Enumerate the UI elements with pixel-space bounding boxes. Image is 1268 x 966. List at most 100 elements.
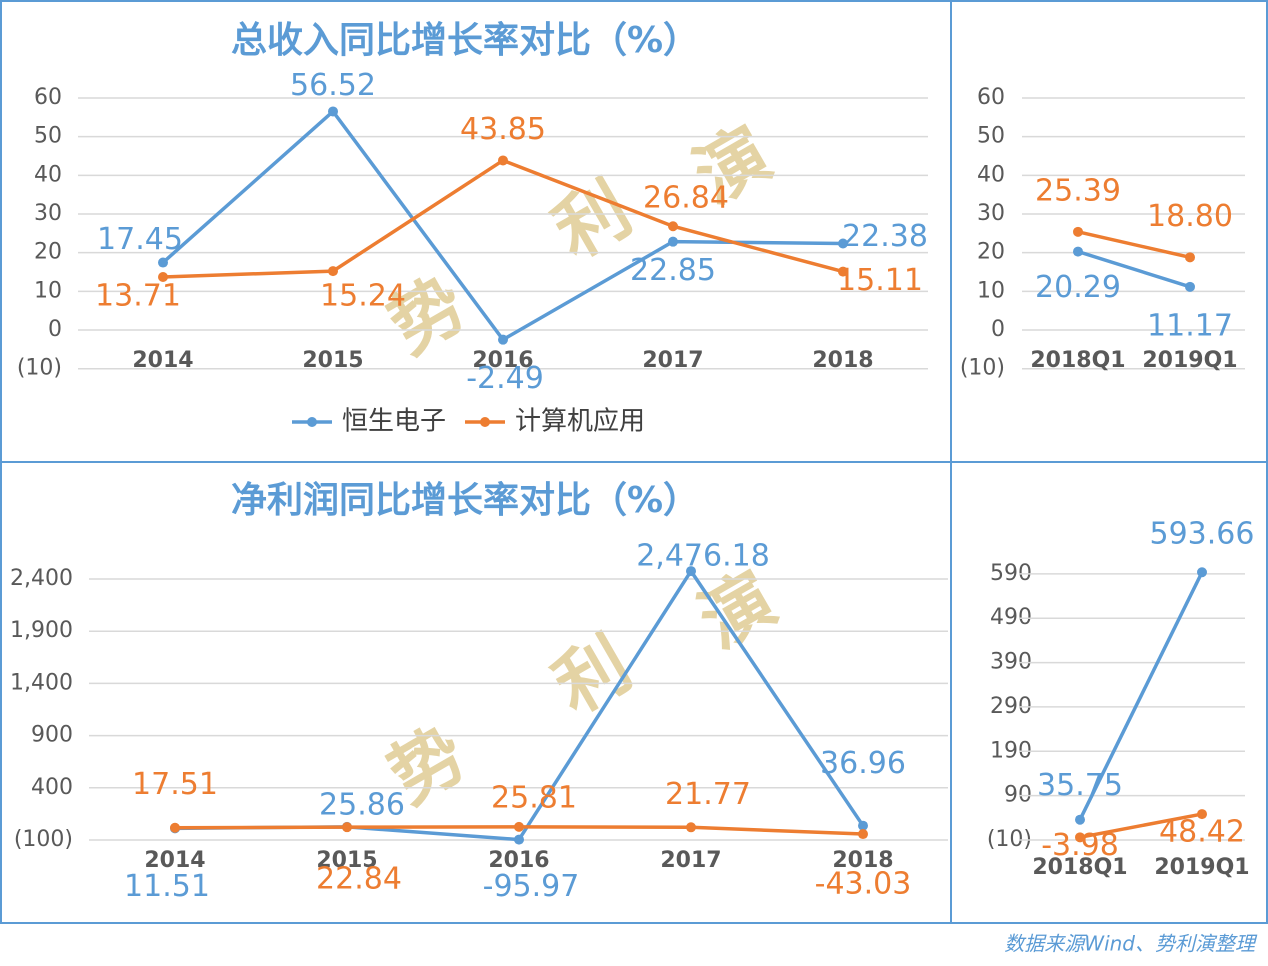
data-point <box>1185 281 1195 292</box>
data-point <box>668 221 678 232</box>
data-point <box>158 272 168 283</box>
data-point <box>1075 832 1085 843</box>
y-tick-label: 30 <box>34 201 62 226</box>
value-label: 35.75 <box>1037 768 1123 803</box>
value-label: 43.85 <box>460 112 546 147</box>
series-line <box>1079 812 1203 840</box>
x-tick-label: 2019Q1 <box>1154 855 1249 880</box>
x-tick-label: 2018Q1 <box>1032 855 1127 880</box>
data-point <box>328 266 338 277</box>
value-label: 18.80 <box>1147 199 1233 234</box>
y-tick-label: (100) <box>14 827 73 852</box>
x-tick-label: 2017 <box>660 848 721 873</box>
legend-label: 计算机应用 <box>515 407 645 437</box>
value-label: 22.84 <box>316 862 402 897</box>
data-point <box>838 266 848 277</box>
value-label: 15.11 <box>837 263 923 298</box>
value-label: 36.96 <box>820 746 906 781</box>
y-tick-label: 400 <box>31 775 73 800</box>
watermark: 利 <box>540 621 644 730</box>
y-tick-label: 40 <box>977 162 1005 187</box>
value-label: 20.29 <box>1035 270 1121 305</box>
legend-label: 恒生电子 <box>342 407 446 437</box>
data-point <box>686 822 696 833</box>
data-point <box>1185 252 1195 263</box>
value-label: 17.51 <box>132 767 218 802</box>
y-tick-label: 2,400 <box>10 566 73 591</box>
value-label: 25.86 <box>319 787 405 822</box>
y-tick-label: 50 <box>977 124 1005 149</box>
value-label: -2.49 <box>466 361 544 396</box>
value-label: 26.84 <box>643 181 729 216</box>
x-tick-label: 2014 <box>132 348 193 373</box>
y-tick-label: 10 <box>34 278 62 303</box>
data-point <box>514 834 524 845</box>
value-label: 22.85 <box>630 253 716 288</box>
y-tick-label: 60 <box>34 85 62 110</box>
y-tick-label: 20 <box>34 240 62 265</box>
value-label: 25.81 <box>491 780 577 815</box>
data-point <box>328 106 338 117</box>
y-tick-label: 0 <box>991 317 1005 342</box>
source: 数据来源Wind、势利演整理 <box>1004 932 1258 956</box>
y-tick-label: 20 <box>977 240 1005 265</box>
value-label: 2,476.18 <box>636 539 770 574</box>
legend-marker <box>307 417 317 427</box>
y-tick-label: 1,900 <box>10 618 73 643</box>
data-point <box>1073 226 1083 237</box>
y-tick-label: 50 <box>34 124 62 149</box>
value-label: 11.17 <box>1147 308 1233 343</box>
series-line <box>1078 571 1204 821</box>
y-tick-label: 60 <box>977 85 1005 110</box>
value-label: 17.45 <box>97 222 183 257</box>
data-point <box>158 257 168 268</box>
data-point <box>498 334 508 345</box>
value-label: 21.77 <box>665 777 751 812</box>
y-tick-label: 40 <box>34 162 62 187</box>
value-label: 25.39 <box>1035 173 1121 208</box>
data-point <box>858 820 868 831</box>
data-point <box>1197 567 1207 578</box>
value-label: 13.71 <box>95 279 181 314</box>
y-tick-label: 30 <box>977 201 1005 226</box>
data-point <box>342 822 352 833</box>
data-point <box>1197 809 1207 820</box>
legend-marker <box>480 417 490 427</box>
x-tick-label: 2018 <box>812 348 873 373</box>
data-point <box>514 821 524 832</box>
x-tick-label: 2016 <box>488 848 549 873</box>
watermark: 势 <box>375 261 479 370</box>
x-tick-label: 2015 <box>302 348 363 373</box>
y-tick-label: 900 <box>31 723 73 748</box>
x-tick-label: 2016 <box>472 348 533 373</box>
x-tick-label: 2018 <box>832 848 893 873</box>
x-tick-label: 2019Q1 <box>1142 348 1237 373</box>
y-tick-label: 1,400 <box>10 670 73 695</box>
value-label: 22.38 <box>842 219 928 254</box>
y-tick-label: 0 <box>48 317 62 342</box>
chart-title: 净利润同比增长率对比（%） <box>231 480 699 521</box>
value-label: -3.98 <box>1041 828 1119 863</box>
y-tick-label: 10 <box>977 278 1005 303</box>
value-label: 48.42 <box>1159 815 1245 850</box>
data-point <box>170 822 180 833</box>
series-line <box>1077 249 1191 289</box>
value-label: 11.51 <box>124 869 210 904</box>
data-point <box>1075 814 1085 825</box>
value-label: -43.03 <box>815 867 912 902</box>
series-line <box>1077 230 1191 260</box>
data-point <box>838 238 848 249</box>
x-tick-label: 2015 <box>316 848 377 873</box>
value-label: 56.52 <box>290 68 376 103</box>
data-point <box>498 155 508 166</box>
data-point <box>668 236 678 247</box>
y-tick-label: (10) <box>17 356 62 381</box>
y-tick-label: (10) <box>960 356 1005 381</box>
value-label: 15.24 <box>320 279 406 314</box>
x-tick-label: 2017 <box>642 348 703 373</box>
x-tick-label: 2014 <box>144 848 205 873</box>
data-point <box>1073 246 1083 257</box>
x-tick-label: 2018Q1 <box>1030 348 1125 373</box>
data-point <box>858 829 868 840</box>
